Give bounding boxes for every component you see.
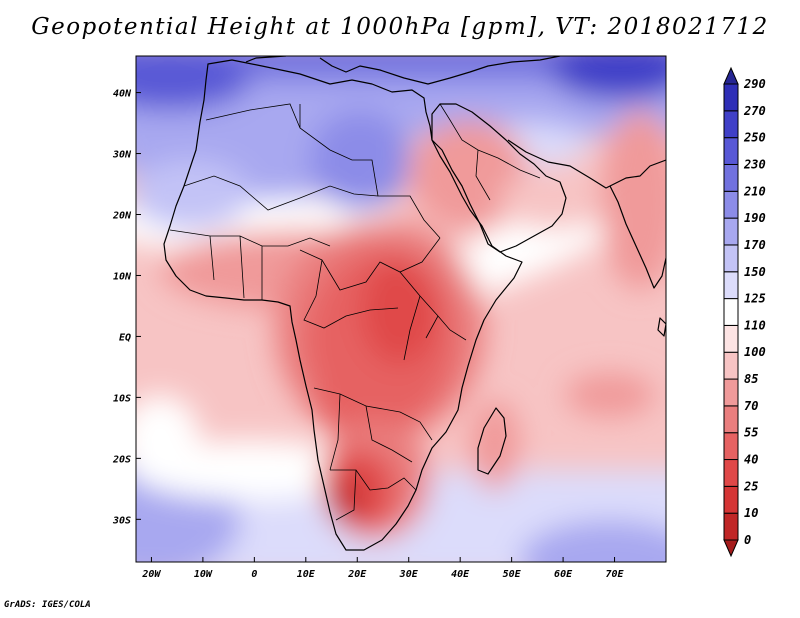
border-east [399, 271, 467, 361]
colorbar-label: 230 [743, 157, 766, 171]
border-middle-east [439, 103, 541, 201]
colorbar-label: 25 [743, 479, 758, 493]
x-tick-label: 70E [606, 569, 625, 580]
x-tick-label: 20E [347, 569, 367, 580]
x-tick-label: 10E [297, 569, 316, 580]
colorbar-box [723, 217, 739, 246]
border-sahel [183, 175, 441, 239]
sri-lanka-coastline [657, 317, 666, 337]
colorbar-box [723, 512, 739, 541]
x-tick-label: 30E [399, 569, 419, 580]
field-southeast-high [520, 520, 666, 562]
y-tick-label: 40N [113, 89, 132, 100]
colorbar-label: 85 [744, 372, 758, 386]
colorbar-box [723, 405, 739, 434]
colorbar-box [723, 459, 739, 487]
field-indian-low [565, 373, 655, 417]
field-rift-low [360, 255, 440, 365]
africa-coastline [163, 59, 523, 551]
colorbar-box [723, 244, 739, 273]
y-tick-label: EQ [119, 332, 131, 343]
colorbar-box [723, 271, 739, 300]
colorbar-label: 250 [743, 131, 766, 145]
y-tick-label: 20S [112, 454, 131, 465]
colorbar-label: 190 [744, 211, 766, 225]
credit-label: GrADS: IGES/COLA [4, 600, 91, 610]
colorbar-label: 100 [744, 345, 766, 359]
colorbar-label: 125 [744, 292, 766, 306]
field-angola-low [315, 360, 405, 440]
field-northwest-strong [136, 56, 250, 110]
colorbar-label: 55 [744, 426, 758, 440]
colorbar-box [723, 485, 739, 514]
colorbar-label: 170 [744, 238, 766, 252]
colorbar-label: 210 [743, 184, 766, 198]
colorbar-label: 40 [744, 453, 758, 467]
border-south-central [313, 387, 433, 471]
colorbar-box [723, 351, 739, 380]
x-tick-label: 10W [194, 569, 213, 580]
field-ridge-sw [136, 440, 370, 500]
y-tick-label: 10S [113, 393, 131, 404]
madagascar-coastline [477, 407, 507, 475]
plot-area [136, 56, 666, 562]
colorbar-box [723, 190, 739, 219]
colorbar-label: 270 [743, 104, 766, 118]
x-tick-label: 50E [503, 569, 522, 580]
x-tick-label: 0 [251, 569, 257, 580]
colorbar-box [723, 378, 739, 407]
chart-title: Geopotential Height at 1000hPa [gpm], VT… [31, 14, 769, 40]
colorbar-box [723, 137, 739, 165]
border-central [299, 237, 441, 329]
field-persia-low [500, 170, 610, 230]
x-tick-label: 60E [554, 569, 573, 580]
colorbar-label: 110 [744, 318, 766, 332]
x-axis: 20W 10W 0 10E 20E 30E 40E 50E 60E 70E [141, 557, 625, 580]
x-tick-label: 40E [451, 569, 470, 580]
colorbar-label: 10 [744, 506, 758, 520]
border-west-africa [169, 229, 331, 300]
field-india-low [600, 110, 666, 290]
plot-frame [135, 55, 667, 563]
colorbar-box [723, 110, 739, 139]
y-tick-label: 30S [112, 515, 131, 526]
field-madagascar [470, 400, 520, 490]
colorbar-box [723, 432, 739, 461]
europe-coastline [245, 56, 561, 85]
colorbar-box [723, 83, 739, 112]
colorbar-box [723, 324, 739, 353]
x-tick-label: 20W [141, 569, 161, 580]
y-tick-label: 20N [112, 211, 132, 222]
y-tick-label: 10N [113, 271, 132, 282]
colorbar: 0 10 25 40 55 70 85 100 110 125 150 170 190 210 230 250… [723, 66, 766, 558]
persia-coastline [507, 139, 666, 189]
arabia-coastline [431, 103, 567, 253]
colorbar-label: 0 [744, 533, 751, 547]
colorbar-box [723, 298, 739, 326]
india-coastline [609, 185, 666, 289]
colorbar-bottom-triangle [723, 539, 739, 558]
colorbar-top-triangle [723, 66, 739, 85]
colorbar-label: 290 [743, 77, 766, 91]
geopotential-field [136, 56, 666, 562]
colorbar-label: 70 [744, 399, 758, 413]
colorbar-label: 150 [744, 265, 766, 279]
colorbar-box [723, 163, 739, 192]
country-borders [169, 103, 541, 521]
border-maghreb [205, 103, 379, 197]
y-axis: 40N 30N 20N 10N EQ 10S 20S 30S [112, 89, 141, 526]
border-southern [330, 469, 417, 521]
field-northeast-strong [550, 56, 666, 100]
field-west-africa [136, 160, 250, 230]
coastlines [163, 56, 666, 551]
y-tick-label: 30N [112, 150, 132, 161]
